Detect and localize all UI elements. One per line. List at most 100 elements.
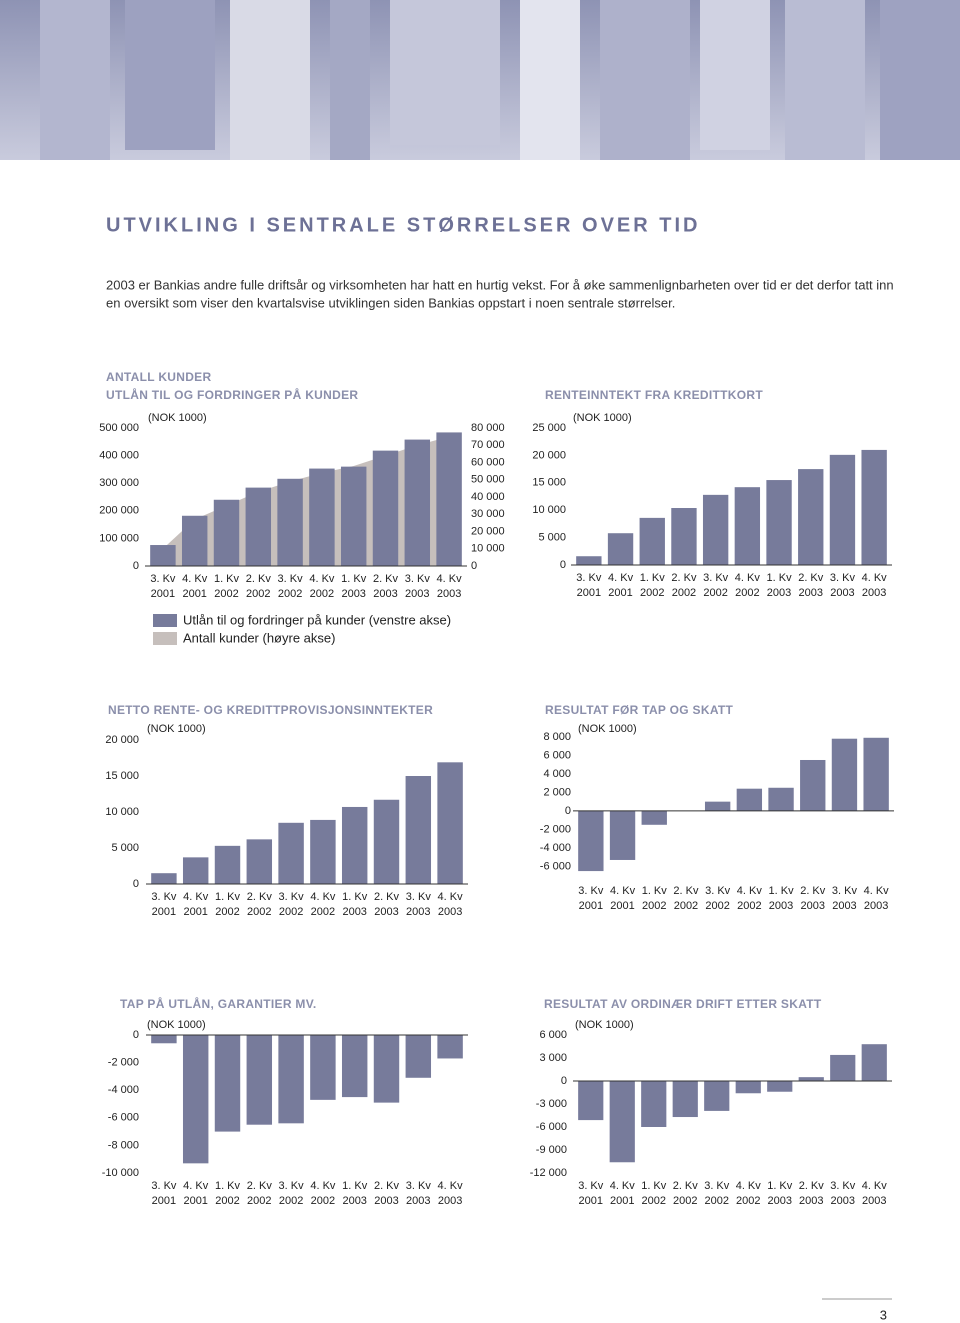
x-tick-label: 1. Kv: [767, 572, 793, 584]
x-tick-label: 2003: [769, 900, 793, 912]
x-tick-label: 2. Kv: [799, 1180, 825, 1192]
x-tick-label: 2003: [862, 1195, 886, 1207]
x-tick-label: 2003: [832, 900, 856, 912]
x-tick-label: 2003: [799, 587, 823, 599]
banner-image: [0, 0, 960, 160]
bar: [151, 1035, 177, 1044]
x-tick-label: 2001: [151, 588, 175, 600]
y-tick-label: -4 000: [540, 842, 571, 854]
bar: [213, 499, 240, 566]
y-tick-label: 5 000: [538, 532, 566, 544]
x-tick-label: 2003: [438, 906, 462, 918]
y-tick-label: 400 000: [99, 450, 139, 462]
x-tick-label: 2003: [341, 588, 365, 600]
x-tick-label: 1. Kv: [341, 573, 367, 585]
x-tick-label: 2002: [674, 900, 698, 912]
bar: [309, 468, 335, 566]
bar: [341, 1035, 368, 1098]
x-tick-label: 1. Kv: [342, 891, 368, 903]
y-tick-label: -8 000: [108, 1139, 139, 1151]
legend-label: Antall kunder (høyre akse): [183, 630, 335, 645]
bar: [214, 1035, 241, 1132]
bar: [182, 1035, 209, 1164]
x-tick-label: 2001: [577, 587, 601, 599]
x-tick-label: 1. Kv: [642, 885, 668, 897]
x-tick-label: 4. Kv: [182, 573, 208, 585]
bar: [404, 439, 431, 566]
x-tick-label: 2003: [437, 588, 461, 600]
page-title: UTVIKLING I SENTRALE STØRRELSER OVER TID: [106, 214, 700, 236]
x-tick-label: 2002: [279, 906, 303, 918]
bar: [798, 1077, 824, 1081]
x-tick-label: 3. Kv: [151, 891, 177, 903]
bar: [372, 450, 399, 566]
x-tick-label: 1. Kv: [640, 572, 666, 584]
x-tick-label: 2. Kv: [800, 885, 826, 897]
y-tick-label: 70 000: [471, 439, 505, 451]
bar: [578, 1081, 604, 1121]
x-tick-label: 2002: [215, 906, 239, 918]
x-tick-label: 4. Kv: [183, 891, 209, 903]
bar: [831, 738, 858, 811]
legend-swatch: [153, 632, 177, 645]
y-tick-label: -10 000: [102, 1167, 139, 1179]
y-tick-label: 25 000: [532, 422, 566, 434]
x-tick-label: 1. Kv: [769, 885, 795, 897]
x-tick-label: 2001: [183, 906, 207, 918]
bar: [310, 1035, 336, 1100]
bar: [829, 454, 856, 565]
x-tick-label: 2001: [610, 900, 634, 912]
x-tick-label: 2003: [864, 900, 888, 912]
x-tick-label: 2002: [278, 588, 302, 600]
y-tick-label: 10 000: [105, 806, 139, 818]
x-tick-label: 3. Kv: [279, 891, 305, 903]
x-tick-label: 2003: [767, 587, 791, 599]
bar: [861, 449, 887, 565]
bar: [734, 487, 761, 565]
bar: [310, 819, 336, 884]
bar: [246, 1035, 273, 1125]
x-tick-label: 2003: [438, 1195, 462, 1207]
x-tick-label: 2002: [736, 1195, 760, 1207]
x-tick-label: 1. Kv: [214, 573, 240, 585]
x-tick-label: 2002: [311, 1195, 335, 1207]
x-tick-label: 3. Kv: [703, 572, 729, 584]
bar: [181, 515, 208, 566]
bar: [341, 806, 368, 884]
bar: [798, 469, 824, 565]
x-tick-label: 2003: [406, 1195, 430, 1207]
x-tick-label: 3. Kv: [578, 885, 604, 897]
x-tick-label: 3. Kv: [576, 572, 602, 584]
x-tick-label: 2. Kv: [798, 572, 824, 584]
chart-title: NETTO RENTE- OG KREDITTPROVISJONSINNTEKT…: [108, 703, 433, 717]
y-tick-label: 0: [560, 559, 566, 571]
x-tick-label: 2002: [640, 587, 664, 599]
bar: [736, 788, 763, 811]
x-tick-label: 2003: [830, 587, 854, 599]
y-tick-label: 0: [471, 560, 477, 572]
x-tick-label: 1. Kv: [767, 1180, 793, 1192]
x-tick-label: 1. Kv: [215, 891, 241, 903]
x-tick-label: 2003: [799, 1195, 823, 1207]
chart-title: RENTEINNTEKT FRA KREDITTKORT: [545, 388, 763, 402]
chart-title: TAP PÅ UTLÅN, GARANTIER MV.: [120, 996, 317, 1011]
x-tick-label: 2001: [183, 1195, 207, 1207]
x-tick-label: 2003: [801, 900, 825, 912]
bar: [437, 1035, 463, 1059]
x-tick-label: 4. Kv: [438, 891, 464, 903]
x-tick-label: 2. Kv: [673, 885, 699, 897]
bar: [578, 810, 604, 872]
x-tick-label: 2002: [310, 588, 334, 600]
y-tick-label: 300 000: [99, 477, 139, 489]
y-tick-label: 4 000: [543, 768, 571, 780]
y-tick-label: 5 000: [111, 842, 139, 854]
x-tick-label: 3. Kv: [278, 573, 304, 585]
y-tick-label: 10 000: [471, 543, 505, 555]
legend-label: Utlån til og fordringer på kunder (venst…: [183, 612, 451, 627]
bar: [277, 478, 303, 566]
x-tick-label: 2003: [406, 906, 430, 918]
x-tick-label: 3. Kv: [279, 1180, 305, 1192]
bar: [702, 494, 729, 565]
y-tick-label: -2 000: [108, 1057, 139, 1069]
y-tick-label: -9 000: [536, 1144, 567, 1156]
